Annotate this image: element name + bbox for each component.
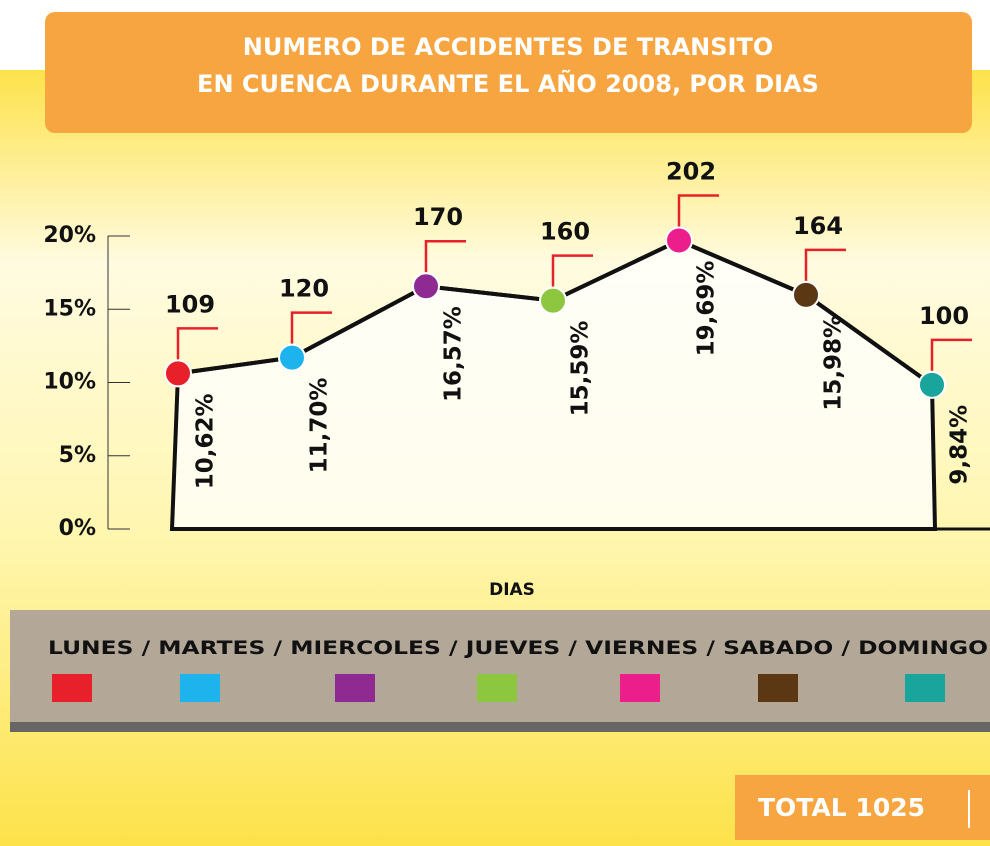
legend-swatch [335, 674, 375, 702]
count-label: 164 [793, 212, 843, 240]
chart-title: NUMERO DE ACCIDENTES DE TRANSITO [243, 33, 773, 61]
legend-swatch [477, 674, 517, 702]
count-label: 100 [919, 302, 969, 330]
value-label: 16,57% [441, 306, 467, 402]
point [919, 372, 945, 398]
point [279, 345, 305, 371]
legend-separator: / [841, 637, 850, 659]
y-tick-label: 0% [59, 516, 96, 541]
legend-band [10, 610, 990, 732]
legend-label: SABADO [723, 637, 833, 659]
y-tick-label: 20% [43, 223, 96, 248]
legend-label: JUEVES [463, 637, 560, 659]
count-label: 160 [540, 218, 590, 246]
point [793, 282, 819, 308]
chart-title: EN CUENCA DURANTE EL AÑO 2008, POR DIAS [197, 69, 819, 98]
legend-label: VIERNES [585, 637, 698, 659]
count-label: 120 [279, 275, 329, 303]
y-tick-label: 5% [59, 443, 96, 468]
count-label: 202 [666, 158, 716, 186]
count-label: 170 [413, 203, 463, 231]
legend-swatch [52, 674, 92, 702]
y-tick-label: 10% [43, 370, 96, 395]
legend-text: LUNES / MARTES / MIERCOLES / JUEVES / VI… [48, 637, 988, 659]
count-label: 109 [165, 290, 215, 318]
total: TOTAL 1025 [758, 793, 925, 822]
legend-swatch [905, 674, 945, 702]
total-value: 1025 [855, 793, 925, 822]
legend-separator: / [706, 637, 715, 659]
point [413, 273, 439, 299]
legend-label: MIERCOLES [290, 637, 441, 659]
value-label: 10,62% [193, 393, 219, 489]
value-label: 15,98% [821, 315, 847, 411]
legend-label: MARTES [158, 637, 265, 659]
legend-separator: / [568, 637, 577, 659]
legend-band-shadow [10, 722, 990, 732]
point [165, 360, 191, 386]
legend-label: DOMINGO [858, 637, 988, 659]
point [540, 288, 566, 314]
value-label: 19,69% [694, 261, 720, 357]
value-label: 15,59% [568, 321, 594, 417]
legend-swatch [758, 674, 798, 702]
legend-swatch [620, 674, 660, 702]
value-label: 11,70% [307, 378, 333, 474]
legend-separator: / [274, 637, 283, 659]
legend-separator: / [142, 637, 151, 659]
total-label: TOTAL [758, 793, 847, 822]
point [666, 228, 692, 254]
legend-swatch [180, 674, 220, 702]
legend-separator: / [449, 637, 458, 659]
legend-label: LUNES [48, 637, 133, 659]
value-label: 9,84% [947, 405, 973, 485]
x-axis-label: DIAS [489, 580, 535, 600]
y-tick-label: 15% [43, 296, 96, 321]
infographic: NUMERO DE ACCIDENTES DE TRANSITO EN CUEN… [0, 0, 990, 846]
